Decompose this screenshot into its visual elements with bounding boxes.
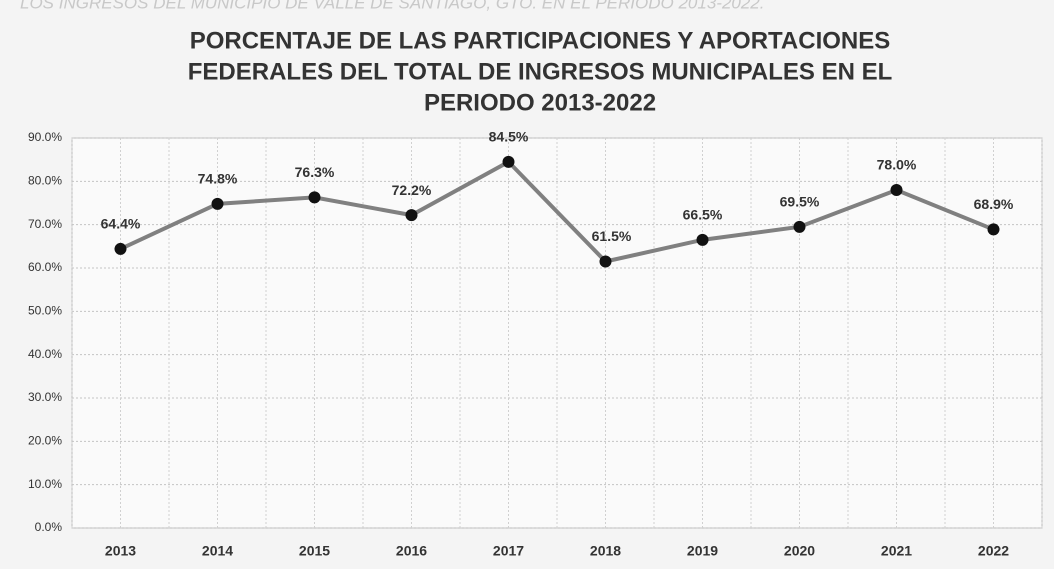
y-tick-label: 30.0%: [28, 390, 62, 404]
data-label: 61.5%: [592, 228, 632, 244]
x-tick-label: 2014: [202, 543, 233, 559]
y-tick-label: 50.0%: [28, 304, 62, 318]
point-marker: [406, 209, 418, 221]
y-tick-label: 10.0%: [28, 477, 62, 491]
plot-area: [72, 138, 1042, 528]
point-marker: [212, 198, 224, 210]
y-tick-label: 80.0%: [28, 174, 62, 188]
data-label: 78.0%: [877, 157, 917, 173]
data-label: 74.8%: [198, 171, 238, 187]
header-text: LOS INGRESOS DEL MUNICIPIO DE VALLE DE S…: [20, 0, 764, 12]
chart-title: PERIODO 2013-2022: [424, 89, 656, 116]
x-tick-label: 2016: [396, 543, 427, 559]
point-marker: [309, 191, 321, 203]
x-tick-label: 2013: [105, 543, 136, 559]
point-marker: [891, 184, 903, 196]
y-tick-label: 60.0%: [28, 260, 62, 274]
data-label: 64.4%: [101, 216, 141, 232]
data-label: 68.9%: [974, 196, 1014, 212]
point-marker: [988, 223, 1000, 235]
point-marker: [115, 243, 127, 255]
chart-title: PORCENTAJE DE LAS PARTICIPACIONES Y APOR…: [190, 27, 891, 54]
x-tick-label: 2019: [687, 543, 718, 559]
y-tick-label: 90.0%: [28, 130, 62, 144]
point-marker: [503, 156, 515, 168]
y-tick-label: 20.0%: [28, 434, 62, 448]
chart-title: FEDERALES DEL TOTAL DE INGRESOS MUNICIPA…: [188, 58, 893, 85]
point-marker: [600, 256, 612, 268]
point-marker: [697, 234, 709, 246]
data-label: 72.2%: [392, 182, 432, 198]
x-tick-label: 2022: [978, 543, 1009, 559]
y-tick-label: 40.0%: [28, 347, 62, 361]
chart: LOS INGRESOS DEL MUNICIPIO DE VALLE DE S…: [0, 0, 1054, 569]
x-tick-label: 2015: [299, 543, 330, 559]
y-tick-label: 70.0%: [28, 217, 62, 231]
data-label: 84.5%: [489, 129, 529, 145]
data-label: 76.3%: [295, 164, 335, 180]
data-label: 66.5%: [683, 207, 723, 223]
data-label: 69.5%: [780, 194, 820, 210]
x-tick-label: 2017: [493, 543, 524, 559]
y-tick-label: 0.0%: [35, 520, 63, 534]
x-tick-label: 2020: [784, 543, 815, 559]
x-tick-label: 2021: [881, 543, 912, 559]
point-marker: [794, 221, 806, 233]
x-tick-label: 2018: [590, 543, 621, 559]
